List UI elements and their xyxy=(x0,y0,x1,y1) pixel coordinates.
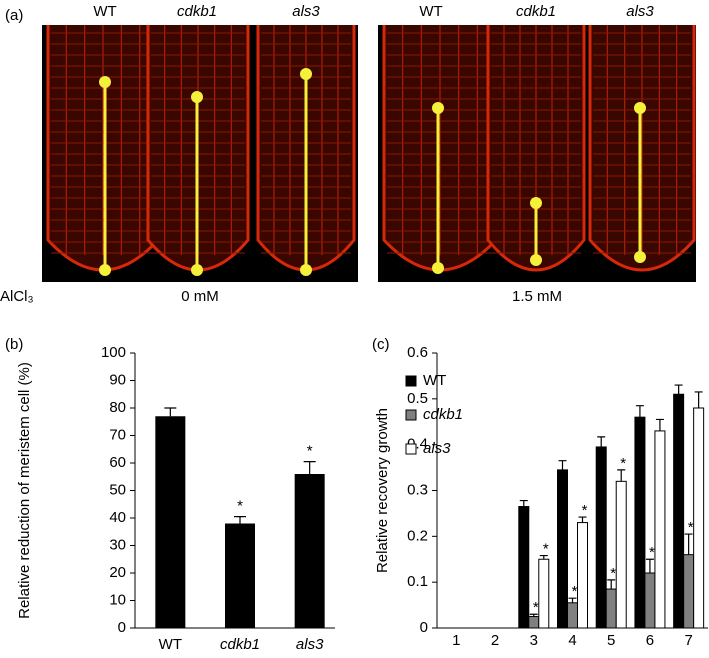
bar xyxy=(577,522,588,629)
bar xyxy=(528,616,540,629)
x-tick-label: 5 xyxy=(607,632,615,649)
error-bar xyxy=(684,533,693,555)
significance-mark: * xyxy=(533,599,539,616)
bar xyxy=(518,506,530,629)
x-tick-label: cdkb1 xyxy=(220,636,260,653)
y-tick-label: 0 xyxy=(420,619,428,636)
significance-mark: * xyxy=(307,443,313,460)
legend-swatch xyxy=(405,443,417,455)
bar xyxy=(673,393,685,629)
error-bar xyxy=(597,436,606,447)
x-tick-label: 7 xyxy=(684,632,692,649)
y-tick-label: 0.6 xyxy=(407,344,428,361)
bar xyxy=(693,407,705,629)
significance-mark: * xyxy=(610,565,616,582)
y-tick-label: 0.3 xyxy=(407,481,428,498)
bar xyxy=(294,474,325,628)
error-bar xyxy=(617,469,626,482)
legend-swatch xyxy=(405,409,417,421)
genotype-label: cdkb1 xyxy=(516,3,556,20)
x-tick-label: 4 xyxy=(568,632,576,649)
significance-mark: * xyxy=(543,541,549,558)
error-bar xyxy=(607,579,616,590)
y-tick-label: 100 xyxy=(101,344,126,361)
x-tick-label: als3 xyxy=(296,636,324,653)
genotype-label: WT xyxy=(419,3,442,20)
bar xyxy=(595,446,607,629)
genotype-label: cdkb1 xyxy=(177,3,217,20)
bar xyxy=(683,554,695,629)
genotype-label: als3 xyxy=(292,3,320,20)
y-tick-label: 0.5 xyxy=(407,390,428,407)
y-tick-label: 0 xyxy=(118,619,126,636)
y-tick-label: 70 xyxy=(109,426,126,443)
significance-mark: * xyxy=(688,519,694,536)
bar xyxy=(557,469,568,629)
bar xyxy=(538,558,550,629)
x-tick-label: 3 xyxy=(530,632,538,649)
y-tick-label: 0.1 xyxy=(407,573,428,590)
x-tick-label: 2 xyxy=(491,632,499,649)
significance-mark: * xyxy=(572,583,578,600)
y-tick-label: 80 xyxy=(109,399,126,416)
error-bar xyxy=(635,405,644,418)
x-tick-label: WT xyxy=(159,636,182,653)
bar xyxy=(567,602,578,629)
error-bar xyxy=(655,418,664,431)
y-tick-label: 30 xyxy=(109,536,126,553)
error-bar xyxy=(558,460,567,470)
error-bar xyxy=(519,499,528,507)
bar xyxy=(654,430,666,629)
significance-mark: * xyxy=(649,544,655,561)
bar xyxy=(634,416,646,629)
error-bar xyxy=(234,516,246,524)
x-tick-label: 1 xyxy=(452,632,460,649)
treatment-label: AlCl₃ xyxy=(0,288,34,305)
y-tick-label: 20 xyxy=(109,564,126,581)
y-axis-label: Relative reduction of meristem cell (%) xyxy=(16,362,33,619)
y-tick-label: 40 xyxy=(109,509,126,526)
error-bar xyxy=(694,391,703,408)
error-bar xyxy=(645,558,654,573)
legend-label: WT xyxy=(423,372,446,389)
panel-label: (b) xyxy=(5,336,23,353)
bar xyxy=(155,416,186,628)
bar xyxy=(615,480,627,629)
error-bar xyxy=(674,384,683,395)
panel-label: (c) xyxy=(372,336,390,353)
legend-label: cdkb1 xyxy=(423,406,463,423)
significance-mark: * xyxy=(582,502,588,519)
y-tick-label: 50 xyxy=(109,481,126,498)
y-tick-label: 10 xyxy=(109,591,126,608)
error-bar xyxy=(529,613,538,617)
y-tick-label: 0.2 xyxy=(407,527,428,544)
panel-label: (a) xyxy=(5,7,23,24)
y-tick-label: 90 xyxy=(109,371,126,388)
meristem-markers xyxy=(99,68,646,276)
significance-mark: * xyxy=(620,455,626,472)
error-bar xyxy=(568,597,577,603)
x-tick-label: 6 xyxy=(646,632,654,649)
bar xyxy=(225,523,255,628)
legend-swatch xyxy=(405,375,417,387)
error-bar xyxy=(164,407,177,417)
genotype-label: als3 xyxy=(626,3,654,20)
error-bar xyxy=(539,554,548,560)
error-bar xyxy=(303,461,316,474)
error-bar xyxy=(578,516,587,523)
significance-mark: * xyxy=(237,498,243,515)
condition-label: 0 mM xyxy=(181,288,219,305)
condition-label: 1.5 mM xyxy=(512,288,562,305)
roots xyxy=(46,25,696,272)
bar xyxy=(644,572,656,629)
genotype-label: WT xyxy=(93,3,116,20)
y-tick-label: 60 xyxy=(109,454,126,471)
y-axis-label: Relative recovery growth xyxy=(374,408,391,573)
legend-label: als3 xyxy=(423,440,451,457)
bar xyxy=(605,588,617,629)
